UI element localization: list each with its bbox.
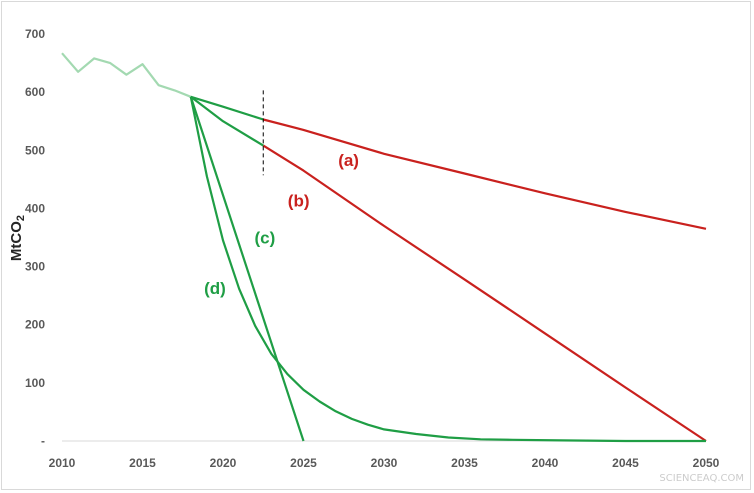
x-tick-label: 2045 [612, 456, 639, 470]
x-tick-label: 2030 [371, 456, 398, 470]
annotations: (a) (b) (c) (d) [204, 151, 359, 298]
x-tick-label: 2015 [129, 456, 156, 470]
watermark: SCIENCEAQ.COM [659, 473, 744, 484]
series-line [263, 118, 707, 230]
y-tick-label: 200 [25, 318, 45, 332]
x-tick-label: 2040 [532, 456, 559, 470]
y-tick-label: 100 [25, 376, 45, 390]
x-tick-label: 2050 [693, 456, 720, 470]
x-tick-labels: 2010 2015 2020 2025 2030 2035 2040 2045 2050 [49, 456, 720, 470]
y-tick-labels: - 100 200 300 400 500 600 700 [25, 27, 45, 448]
y-tick-label: 700 [25, 27, 45, 41]
series-line [190, 95, 264, 121]
series-line [61, 52, 192, 98]
y-tick-label: 300 [25, 260, 45, 274]
x-tick-label: 2010 [49, 456, 76, 470]
series-line [189, 96, 706, 443]
y-axis-label: MtCO2 [8, 215, 27, 261]
y-tick-label: 500 [25, 143, 45, 157]
annotation-label: (d) [204, 279, 226, 298]
series-line [189, 96, 305, 442]
y-tick-label: 600 [25, 85, 45, 99]
series-lines [61, 52, 707, 443]
y-tick-label: - [41, 434, 45, 448]
y-tick-label: 400 [25, 201, 45, 215]
annotation-label: (b) [288, 192, 310, 211]
x-tick-label: 2020 [210, 456, 237, 470]
annotation-label: (a) [338, 151, 359, 170]
x-tick-label: 2035 [451, 456, 478, 470]
series-line [190, 95, 264, 147]
annotation-label: (c) [254, 228, 275, 247]
x-tick-label: 2025 [290, 456, 317, 470]
series-line [262, 144, 707, 442]
